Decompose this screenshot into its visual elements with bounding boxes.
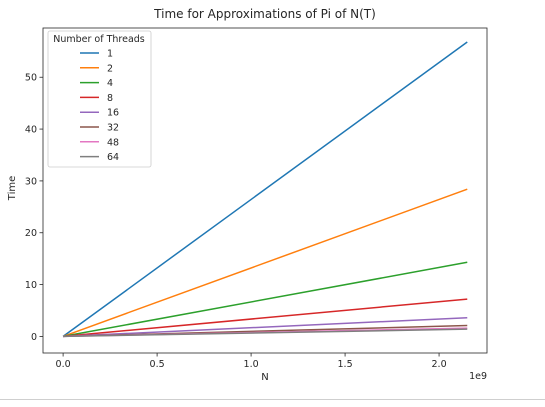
legend-box [47,30,152,168]
legend-label: 32 [107,123,119,134]
legend-label: 64 [107,152,119,163]
series-line-16 [63,317,468,338]
x-tick-label: 0.0 [56,359,71,370]
series-line-2 [62,188,468,338]
y-tick-label: 40 [25,125,37,136]
legend-label: 8 [107,93,113,104]
legend-label: 1 [107,49,113,60]
x-tick-label: 0.5 [150,359,165,370]
chart-title: Time for Approximations of Pi of N(T) [153,7,376,21]
legend-title: Number of Threads [53,34,145,45]
series-line-4 [62,261,468,338]
y-tick-label: 20 [25,228,37,239]
y-axis-ticks: 0 10 20 30 40 50 [25,73,43,343]
series-line-1 [62,41,468,338]
x-axis-label: N [261,372,268,383]
legend-label: 2 [107,63,113,74]
legend-label: 16 [107,108,119,119]
series-line-64 [63,328,468,338]
bottom-divider [0,399,545,400]
y-axis-label: Time [7,176,18,201]
y-tick-label: 30 [25,176,37,187]
x-axis-ticks: 0.0 0.5 1.0 1.5 2.0 [56,353,447,370]
y-tick-label: 0 [31,332,37,343]
series-lines [62,41,468,338]
x-tick-label: 1.0 [244,359,259,370]
y-tick-label: 10 [25,280,37,291]
x-axis-offset-label: 1e9 [469,371,487,382]
y-tick-label: 50 [25,73,37,84]
legend-label: 4 [107,78,113,89]
x-tick-label: 2.0 [432,359,447,370]
x-tick-label: 1.5 [338,359,353,370]
series-line-8 [63,298,468,338]
legend-label: 48 [107,137,119,148]
plot-frame [42,27,488,354]
